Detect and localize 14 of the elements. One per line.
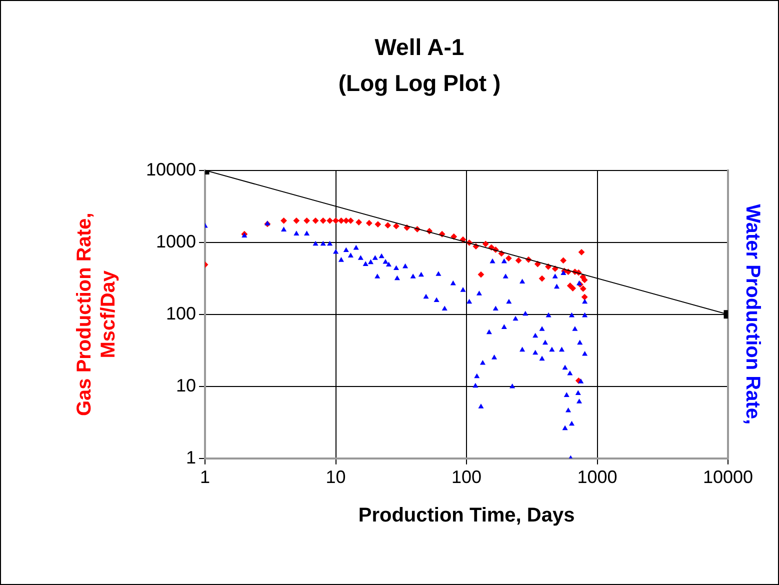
y-axis-title: Gas Production Rate, Mscf/Day bbox=[74, 212, 120, 416]
chart-title: Well A-1 (Log Log Plot ) bbox=[338, 34, 501, 96]
x-tick-label: 10000 bbox=[702, 467, 754, 488]
x-tick-label: 10 bbox=[326, 467, 346, 488]
x-axis-title: Production Time, Days bbox=[358, 504, 575, 527]
x-tick-label: 1000 bbox=[577, 467, 618, 488]
x-tick-label: 100 bbox=[452, 467, 482, 488]
y-tick-label: 10 bbox=[176, 375, 196, 396]
y-tick-label: 10000 bbox=[146, 159, 196, 180]
y-tick-label: 1 bbox=[186, 447, 196, 468]
y-tick-label: 1000 bbox=[156, 231, 196, 252]
y2-axis-title: Water Production Rate, bbox=[741, 204, 764, 425]
y-tick-label: 100 bbox=[166, 303, 196, 324]
x-tick-label: 1 bbox=[200, 467, 210, 488]
